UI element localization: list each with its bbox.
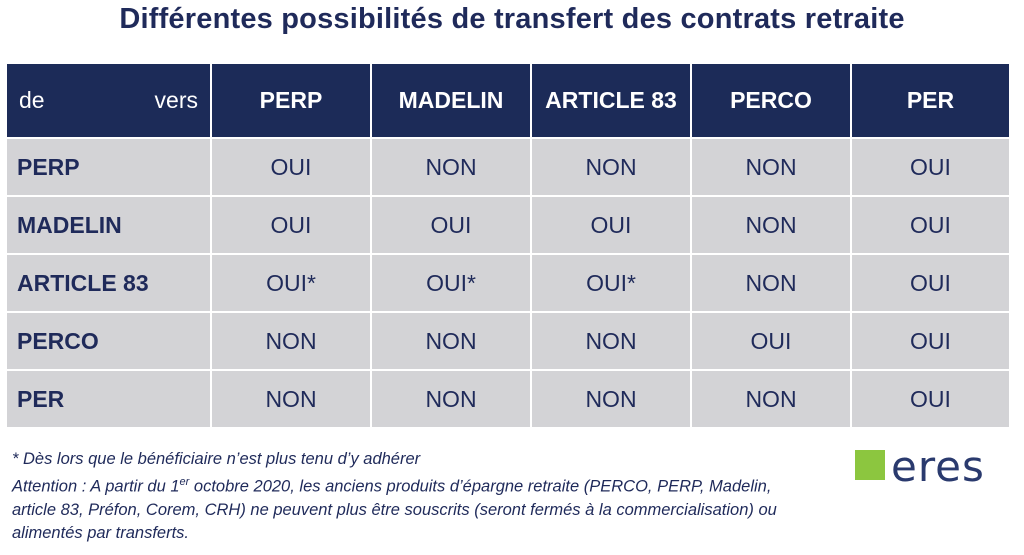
page-title: Différentes possibilités de transfert de…: [119, 3, 905, 35]
table-cell: OUI: [690, 311, 852, 371]
table-row: PER NON NON NON NON OUI: [5, 369, 1011, 429]
table-cell: NON: [530, 369, 692, 429]
attention-note: Attention : A partir du 1er octobre 2020…: [12, 471, 812, 545]
row-header: ARTICLE 83: [5, 253, 212, 313]
table-cell: NON: [690, 137, 852, 197]
table-cell: NON: [690, 253, 852, 313]
table-cell: OUI: [530, 195, 692, 255]
table-cell: NON: [370, 369, 532, 429]
table-cell: OUI: [370, 195, 532, 255]
table-cell: NON: [690, 195, 852, 255]
row-header: PERP: [5, 137, 212, 197]
table-cell: OUI: [850, 137, 1011, 197]
logo-text: eres: [891, 442, 985, 491]
table-cell: NON: [530, 311, 692, 371]
column-header: MADELIN: [370, 62, 532, 139]
attention-text-end: octobre 2020, les anciens produits d’épa…: [12, 477, 777, 542]
footnotes: * Dès lors que le bénéficiaire n’est plu…: [12, 448, 812, 545]
column-header: PERCO: [690, 62, 852, 139]
table-header-row: de vers PERP MADELIN ARTICLE 83 PERCO PE…: [5, 62, 1011, 139]
table-cell: NON: [210, 311, 372, 371]
corner-from-label: de: [19, 87, 45, 113]
table-cell: OUI*: [210, 253, 372, 313]
column-header: PERP: [210, 62, 372, 139]
table-cell: OUI: [210, 137, 372, 197]
table-cell: OUI: [850, 369, 1011, 429]
table-cell: NON: [370, 137, 532, 197]
table-cell: OUI: [850, 253, 1011, 313]
column-header: PER: [850, 62, 1011, 139]
table-row: MADELIN OUI OUI OUI NON OUI: [5, 195, 1011, 255]
row-header: PER: [5, 369, 212, 429]
ordinal-superscript: er: [179, 476, 190, 488]
table-cell: NON: [370, 311, 532, 371]
attention-text-start: Attention : A partir du 1: [12, 477, 180, 496]
eres-logo: eres: [855, 442, 1015, 498]
asterisk-note: * Dès lors que le bénéficiaire n’est plu…: [12, 450, 421, 468]
corner-to-label: vers: [154, 87, 198, 113]
table-cell: NON: [530, 137, 692, 197]
row-header: PERCO: [5, 311, 212, 371]
table-cell: OUI*: [370, 253, 532, 313]
row-header: MADELIN: [5, 195, 212, 255]
corner-cell: de vers: [5, 62, 212, 139]
column-header: ARTICLE 83: [530, 62, 692, 139]
transfer-table: de vers PERP MADELIN ARTICLE 83 PERCO PE…: [5, 62, 1011, 429]
table-cell: OUI: [210, 195, 372, 255]
table-cell: NON: [210, 369, 372, 429]
table-row: PERCO NON NON NON OUI OUI: [5, 311, 1011, 371]
table-row: ARTICLE 83 OUI* OUI* OUI* NON OUI: [5, 253, 1011, 313]
logo-square-icon: [855, 450, 885, 480]
table-cell: OUI: [850, 311, 1011, 371]
table-cell: NON: [690, 369, 852, 429]
table-row: PERP OUI NON NON NON OUI: [5, 137, 1011, 197]
table-cell: OUI: [850, 195, 1011, 255]
table-cell: OUI*: [530, 253, 692, 313]
